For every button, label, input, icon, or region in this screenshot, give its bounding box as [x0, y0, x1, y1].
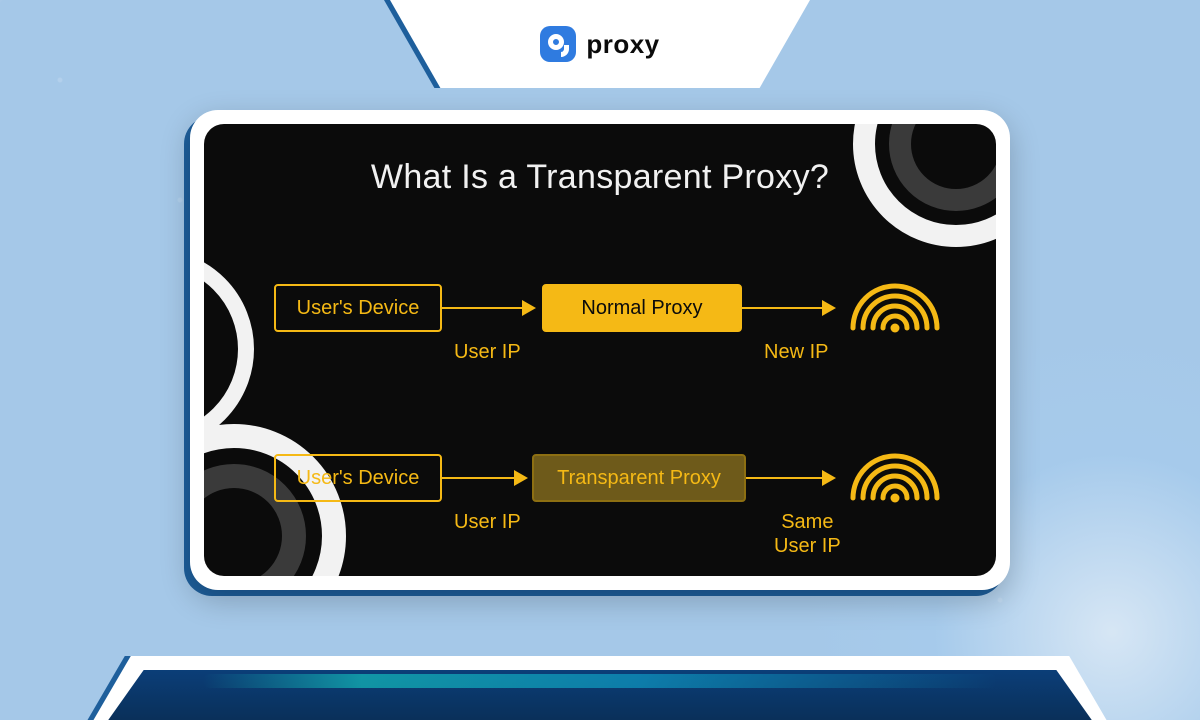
flow-normal-arrow-0: [442, 307, 534, 309]
wifi-icon: [849, 432, 936, 513]
flow-transparent-node-0: User's Device: [274, 454, 442, 502]
diagram-card: What Is a Transparent Proxy? User's Devi…: [190, 110, 1010, 590]
flow-transparent-arrow-0: [442, 477, 526, 479]
footer-banner: [90, 656, 1110, 720]
header-badge-face: proxy: [390, 0, 810, 88]
node-label: User's Device: [297, 297, 420, 320]
flow-normal-node-0: User's Device: [274, 284, 442, 332]
header-badge: proxy: [390, 0, 810, 88]
flow-transparent: User's Device Transparent Proxy User IP Sam…: [274, 454, 936, 574]
diagram-flows: User's DeviceNormal ProxyUser IPNew IPUs…: [204, 274, 996, 576]
flow-normal-arrow-1-label: New IP: [764, 340, 828, 364]
flow-normal: User's Device Normal Proxy User IP New IP: [274, 284, 936, 404]
flow-normal-node-1: Normal Proxy: [542, 284, 742, 332]
footer-banner-inner: [104, 670, 1096, 720]
node-label: Transparent Proxy: [557, 467, 721, 490]
flow-normal-arrow-0-label: User IP: [454, 340, 521, 364]
brand-logo-icon: [540, 26, 576, 62]
brand-logo-text: proxy: [586, 29, 659, 60]
flow-transparent-node-1: Transparent Proxy: [532, 454, 746, 502]
diagram-panel: What Is a Transparent Proxy? User's Devi…: [204, 124, 996, 576]
wifi-icon: [849, 262, 936, 343]
node-label: User's Device: [297, 467, 420, 490]
flow-transparent-arrow-0-label: User IP: [454, 510, 521, 534]
flow-transparent-arrow-1: [746, 477, 834, 479]
flow-transparent-arrow-1-label: Same User IP: [774, 510, 841, 558]
diagram-title: What Is a Transparent Proxy?: [204, 158, 996, 197]
node-label: Normal Proxy: [581, 297, 702, 320]
flow-normal-arrow-1: [742, 307, 834, 309]
